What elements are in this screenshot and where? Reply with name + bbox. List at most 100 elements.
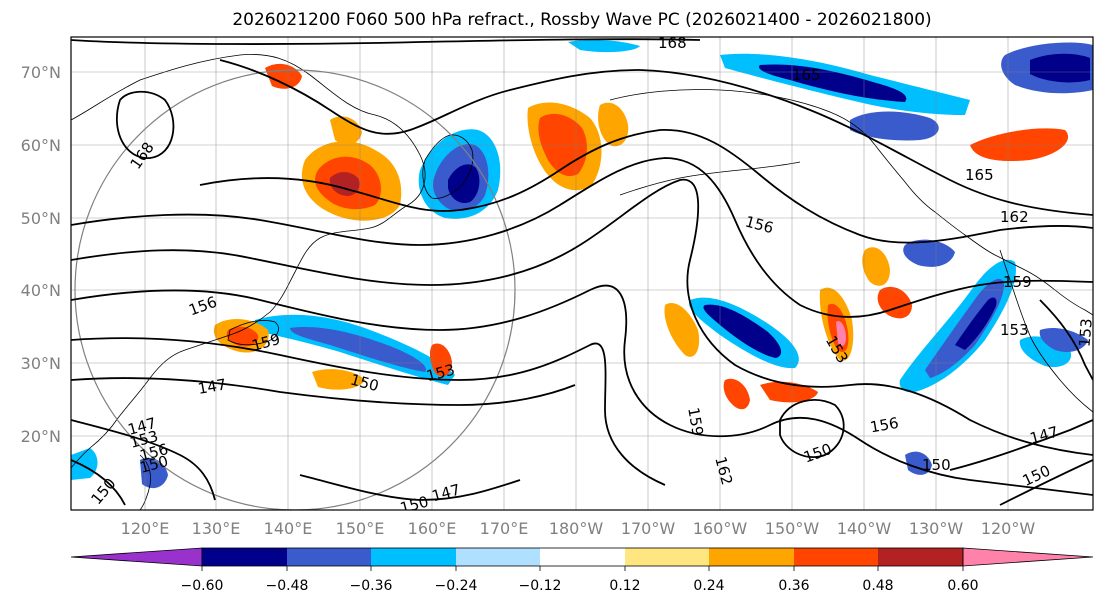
colorbar-tick-label: −0.48 — [266, 578, 309, 594]
positive-anomaly-alaska-small — [598, 102, 629, 147]
negative-anomaly-okhotsk-peak — [448, 164, 480, 204]
positive-anomaly-east-pacific-peak — [836, 320, 846, 346]
positive-anomaly-japan-core — [226, 326, 259, 347]
contour-153 — [71, 284, 1093, 496]
lon-tick-label: 130°W — [909, 519, 964, 538]
negative-anomaly-west-coast-peak — [955, 297, 997, 350]
positive-anomaly-dateline-small — [429, 343, 452, 377]
colorbar-segment — [287, 548, 371, 566]
height-contours — [71, 38, 1093, 506]
contour-162 — [199, 129, 1093, 244]
colorbar-tick-label: 0.60 — [947, 578, 978, 594]
latitude-labels: 70°N 60°N 50°N 40°N 30°N 20°N — [21, 63, 61, 446]
contour-153-south — [71, 459, 126, 506]
colorbar-extend-high — [962, 547, 1094, 567]
contour-label: 147 — [196, 375, 227, 398]
lon-tick-label: 160°W — [693, 519, 748, 538]
contour-label: 162 — [1000, 208, 1029, 226]
negative-anomaly-arctic-core — [759, 64, 907, 102]
map-frame — [70, 36, 1094, 511]
coastlines — [71, 54, 1093, 510]
contour-150 — [71, 337, 666, 486]
lat-tick-label: 60°N — [21, 136, 61, 155]
map-area: 168 168 165 165 162 159 159 156 156 156 … — [71, 34, 1095, 518]
negative-anomaly-west-coast-core — [925, 278, 1005, 378]
colorbar-segment — [371, 548, 456, 566]
negative-anomaly-central-pacific-core — [703, 304, 782, 358]
positive-anomaly-subtropical — [664, 302, 700, 357]
contour-label: 150 — [922, 456, 951, 474]
contour-label: 150 — [398, 493, 430, 518]
lon-tick-label: 180°W — [549, 519, 604, 538]
colorbar-segment — [202, 548, 287, 566]
lon-tick-label: 170°W — [621, 519, 676, 538]
contour-label: 159 — [684, 406, 707, 437]
contour-153-east — [1039, 299, 1093, 381]
lon-tick-label: 140°W — [837, 519, 892, 538]
lon-tick-label: 130°E — [192, 519, 241, 538]
colorbar-segment — [540, 548, 625, 566]
positive-anomaly-east-of-japan — [312, 369, 365, 390]
negative-anomaly-japan-band-core — [290, 327, 426, 372]
negative-anomaly-arctic-small — [568, 39, 640, 53]
colorbar-tick-label: −0.24 — [435, 578, 478, 594]
contour-159 — [71, 157, 1093, 318]
lat-tick-label: 40°N — [21, 281, 61, 300]
lat-tick-label: 50°N — [21, 209, 61, 228]
positive-anomaly-siberia-east — [330, 116, 362, 145]
lat-tick-label: 30°N — [21, 354, 61, 373]
contour-label: 153 — [1075, 318, 1095, 348]
colorbar-segment — [794, 548, 878, 566]
contour-label: 165 — [792, 66, 821, 84]
colorbar-tick-label: −0.12 — [519, 578, 562, 594]
lon-tick-label: 160°E — [408, 519, 457, 538]
lon-tick-label: 150°W — [765, 519, 820, 538]
figure-title: 2026021200 F060 500 hPa refract., Rossby… — [232, 10, 931, 30]
colorbar-tick-label: 0.12 — [609, 578, 640, 594]
negative-anomaly-philippines — [140, 457, 168, 489]
colorbar-outline — [201, 547, 964, 567]
colorbar: −0.60 −0.48 −0.36 −0.24 −0.12 0.12 0.24 0.36 0.4… — [70, 547, 1094, 594]
contour-165 — [219, 59, 1093, 216]
contour-label: 156 — [869, 414, 900, 437]
contour-150-closed — [779, 399, 845, 458]
contour-168 — [71, 38, 701, 45]
lon-tick-label: 120°E — [121, 519, 170, 538]
positive-anomaly-north-pacific — [862, 247, 890, 286]
positive-anomaly-hawaii-west — [723, 378, 750, 410]
negative-anomaly-rockies — [903, 239, 955, 267]
coastline-alaska — [609, 89, 1093, 316]
colorbar-tick-label: −0.36 — [350, 578, 393, 594]
coastline-kamchatka — [422, 134, 474, 199]
lat-tick-label: 70°N — [21, 63, 61, 82]
colorbar-segment — [878, 548, 963, 566]
colorbar-segment — [456, 548, 540, 566]
contour-label: 153 — [1000, 321, 1029, 339]
colorbar-segment — [709, 548, 794, 566]
contour-147 — [71, 377, 576, 406]
negative-anomaly-gulf-alaska — [850, 111, 939, 141]
contour-147-east — [949, 419, 1093, 471]
contour-150-east — [999, 459, 1093, 506]
lon-tick-label: 140°E — [264, 519, 313, 538]
lon-tick-label: 150°E — [336, 519, 385, 538]
contour-label: 168 — [658, 34, 687, 52]
range-circle — [74, 69, 516, 510]
negative-anomaly-arctic-east-core — [1030, 53, 1090, 83]
colorbar-extend-low — [70, 547, 203, 567]
colorbar-tick-label: 0.48 — [862, 578, 893, 594]
lon-tick-label: 170°E — [480, 519, 529, 538]
negative-anomaly-tropics-east — [905, 451, 932, 475]
coastline-aleutians — [619, 161, 801, 196]
coastline-japan — [227, 320, 279, 346]
colorbar-tick-label: 0.24 — [693, 578, 724, 594]
contour-label: 159 — [1003, 273, 1032, 291]
colorbar-tick-label: −0.60 — [181, 578, 224, 594]
contour-147-south — [299, 474, 521, 501]
contour-156 — [71, 178, 1093, 456]
coastline-philippines — [139, 454, 151, 510]
contour-label: 165 — [965, 166, 994, 184]
lon-tick-label: 120°W — [981, 519, 1036, 538]
